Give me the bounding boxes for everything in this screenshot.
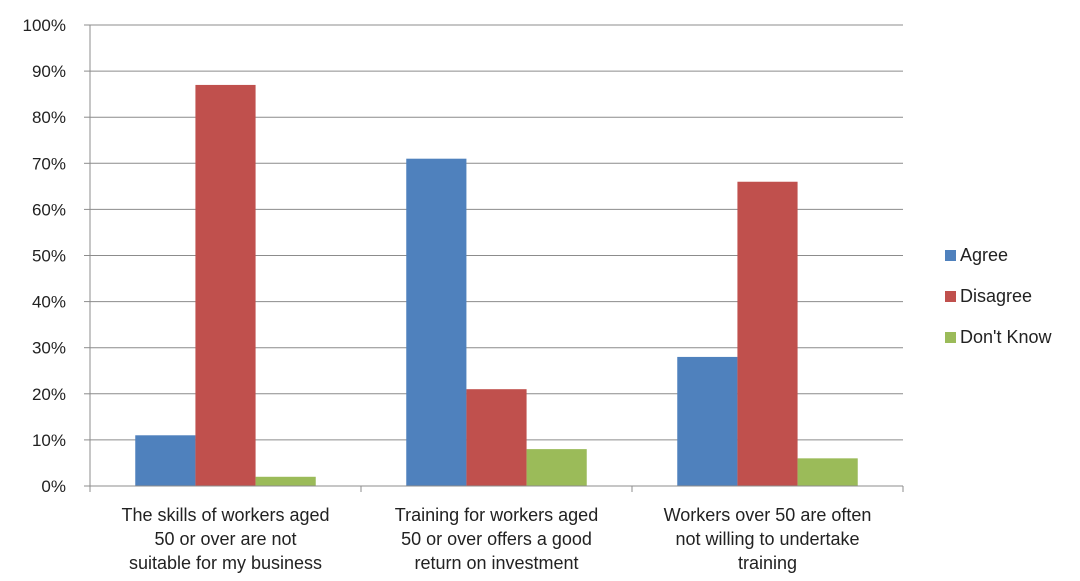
y-tick-label: 50% [32,247,66,266]
category-label-line: return on investment [414,553,578,573]
bars [135,84,858,487]
legend-swatch [945,332,956,343]
legend-swatch [945,250,956,261]
category-label-line: Training for workers aged [395,505,598,525]
bar-don-t-know [797,458,858,486]
category-label: Workers over 50 are often not willing to … [664,505,872,573]
y-axis-tick-labels: 0% 10% 20% 30% 40% 50% 60% 70% 80% 90% 100% [23,16,66,496]
y-tick-label: 40% [32,293,66,312]
x-axis [84,24,904,492]
y-tick-label: 100% [23,16,66,35]
bar-don-t-know [526,449,587,486]
bar-disagree [195,84,256,487]
y-tick-label: 60% [32,200,66,219]
category-label-line: not willing to undertake [675,529,859,549]
bar-agree [406,158,467,486]
bar-agree [135,435,196,486]
y-tick-label: 0% [41,477,66,496]
y-tick-label: 80% [32,108,66,127]
category-label-line: 50 or over are not [154,529,296,549]
category-label-line: 50 or over offers a good [401,529,592,549]
category-label: The skills of workers aged 50 or over are… [121,505,329,573]
category-label-line: Workers over 50 are often [664,505,872,525]
y-tick-label: 30% [32,339,66,358]
legend: Agree Disagree Don't Know [945,245,1052,347]
bar-disagree [737,181,798,487]
y-tick-label: 20% [32,385,66,404]
legend-swatch [945,291,956,302]
legend-label: Don't Know [960,327,1052,347]
category-label-line: The skills of workers aged [121,505,329,525]
bar-don-t-know [255,476,316,486]
legend-label: Agree [960,245,1008,265]
category-labels: The skills of workers aged 50 or over are… [121,505,871,573]
category-label-line: training [738,553,797,573]
bar-agree [677,356,738,486]
category-label: Training for workers aged 50 or over offe… [395,505,598,573]
legend-label: Disagree [960,286,1032,306]
bar-disagree [466,389,527,486]
y-tick-label: 70% [32,154,66,173]
y-tick-label: 90% [32,62,66,81]
category-label-line: suitable for my business [129,553,322,573]
y-tick-label: 10% [32,431,66,450]
